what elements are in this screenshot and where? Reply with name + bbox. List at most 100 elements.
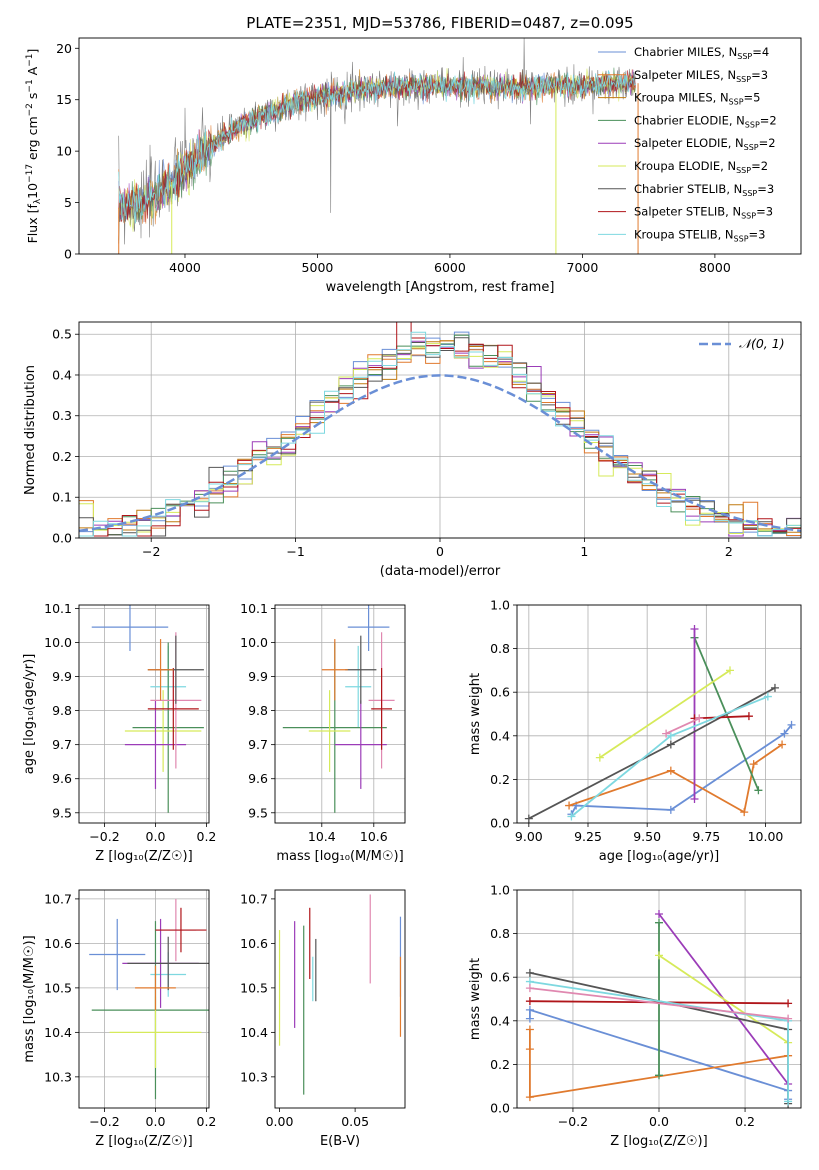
weight-line	[529, 987, 789, 1020]
y-tick-label: 0.2	[490, 1057, 510, 1072]
text-part: Kroupa ELODIE, N	[634, 159, 736, 173]
mass-weight-vs-Z-lines	[525, 909, 793, 1108]
text-part: =2	[751, 159, 768, 173]
text-part: SSP	[742, 189, 757, 198]
normal-distribution-curve	[79, 374, 801, 533]
weight-marker	[525, 1025, 534, 1034]
weight-marker	[655, 909, 663, 918]
weight-marker	[666, 805, 675, 814]
weight-marker	[525, 968, 534, 977]
weight-marker	[525, 1005, 534, 1014]
x-tick-label: 0.2	[735, 1114, 755, 1129]
text-part: =2	[760, 113, 777, 127]
weight-marker	[784, 999, 793, 1008]
weight-marker	[655, 951, 663, 960]
y-tick-label: 0.0	[490, 816, 510, 831]
weight-marker	[690, 795, 699, 804]
x-axis-label: Z [log₁₀(Z/Z☉)]	[95, 1134, 192, 1149]
x-tick-label: 9.75	[692, 829, 720, 844]
x-tick-label: 0.00	[266, 1114, 294, 1129]
y-tick-label: 9.6	[248, 771, 268, 786]
x-axis-label: mass [log₁₀(M/M☉)]	[276, 849, 403, 864]
y-tick-label: 10.1	[44, 601, 72, 616]
y-tick-label: 9.5	[52, 805, 72, 820]
weight-line	[568, 743, 783, 814]
y-tick-label: 9.9	[248, 669, 268, 684]
text-part: =2	[759, 136, 776, 150]
weight-line	[529, 1000, 789, 1005]
y-tick-label: 0.3	[52, 408, 72, 423]
text-part: =5	[744, 91, 761, 105]
y-tick-label: 10.7	[44, 891, 72, 906]
x-tick-label: 4000	[169, 260, 201, 275]
text-part: A	[25, 66, 40, 79]
y-tick-label: 10.6	[44, 936, 72, 951]
axes-frame	[274, 604, 406, 824]
y-axis-label: mass weight	[468, 958, 483, 1040]
text-part: =3	[756, 205, 773, 219]
text-part: −1	[25, 54, 35, 67]
y-tick-label: 0.2	[52, 449, 72, 464]
y-tick-label: 0.0	[52, 531, 72, 546]
y-tick-label: 10.3	[240, 1069, 268, 1084]
y-tick-label: 0.4	[52, 367, 72, 382]
legend-entry: Salpeter STELIB, NSSP=3	[634, 205, 773, 221]
x-tick-label: 6000	[434, 260, 466, 275]
y-tick-label: 0.0	[490, 1101, 510, 1116]
y-tick-label: 9.8	[52, 703, 72, 718]
text-part: =3	[749, 227, 766, 241]
x-tick-label: 0.2	[197, 1114, 217, 1129]
legend-entry: Chabrier STELIB, NSSP=3	[634, 182, 774, 198]
weight-marker	[740, 808, 749, 817]
y-tick-label: 9.9	[52, 669, 72, 684]
text-part: SSP	[729, 98, 744, 107]
weight-line	[658, 954, 789, 1044]
weight-marker	[763, 692, 772, 701]
text-part: Flux [f	[25, 204, 40, 244]
x-tick-label: −0.2	[558, 1114, 588, 1129]
text-part: =4	[752, 45, 769, 59]
weight-marker	[655, 918, 663, 927]
axes-frame	[516, 604, 802, 824]
text-part: −1	[25, 79, 35, 92]
x-tick-label: −0.2	[89, 829, 119, 844]
y-tick-label: 0	[64, 247, 72, 262]
y-tick-label: 10.7	[240, 891, 268, 906]
weight-marker	[666, 731, 675, 740]
x-axis-label: Z [log₁₀(Z/Z☉)]	[610, 1134, 707, 1149]
figure-title: PLATE=2351, MJD=53786, FIBERID=0487, z=0…	[246, 14, 633, 32]
spectrum-lines	[118, 38, 639, 254]
text-part: Salpeter STELIB, N	[634, 205, 741, 219]
y-tick-label: 0.4	[490, 728, 510, 743]
x-tick-label: 10.4	[308, 829, 336, 844]
weight-marker	[655, 1071, 663, 1080]
x-axis-label: Z [log₁₀(Z/Z☉)]	[95, 849, 192, 864]
x-tick-label: 0.05	[341, 1114, 369, 1129]
y-tick-label: 0.5	[52, 327, 72, 342]
y-tick-label: 9.6	[52, 771, 72, 786]
y-axis-label: Flux [fλ10−17 erg cm−2 s−1 A−1]	[25, 49, 43, 244]
mass-vs-Z-axes: −0.2 0.0 0.2 10.3 10.4 10.5 10.6 10.7 Z [log₁₀(Z…	[22, 890, 216, 1149]
text-part: =3	[757, 182, 774, 196]
mass-weight-vs-age-lines	[524, 624, 796, 823]
axes-frame	[516, 889, 802, 1109]
x-tick-label: 0.0	[649, 1114, 669, 1129]
y-tick-label: 10.4	[44, 1025, 72, 1040]
text-part: Kroupa STELIB, N	[634, 227, 734, 241]
text-part: Chabrier MILES, N	[634, 45, 737, 59]
y-tick-label: 10.5	[44, 980, 72, 995]
x-tick-label: 5000	[302, 260, 334, 275]
legend-entry: Chabrier MILES, NSSP=4	[634, 45, 769, 61]
y-tick-label: 1.0	[490, 883, 510, 898]
x-tick-label: 0	[436, 544, 444, 559]
axes-frame	[78, 889, 210, 1109]
x-axis-label: age [log₁₀(age/yr)]	[599, 849, 720, 864]
y-tick-label: 0.4	[490, 1013, 510, 1028]
residual-histogram	[79, 331, 801, 537]
text-part: SSP	[737, 52, 752, 61]
x-axis-label: wavelength [Angstrom, rest frame]	[326, 280, 555, 295]
axes-frame	[78, 321, 802, 539]
y-tick-label: 10.4	[240, 1025, 268, 1040]
y-tick-label: 0.8	[490, 926, 510, 941]
